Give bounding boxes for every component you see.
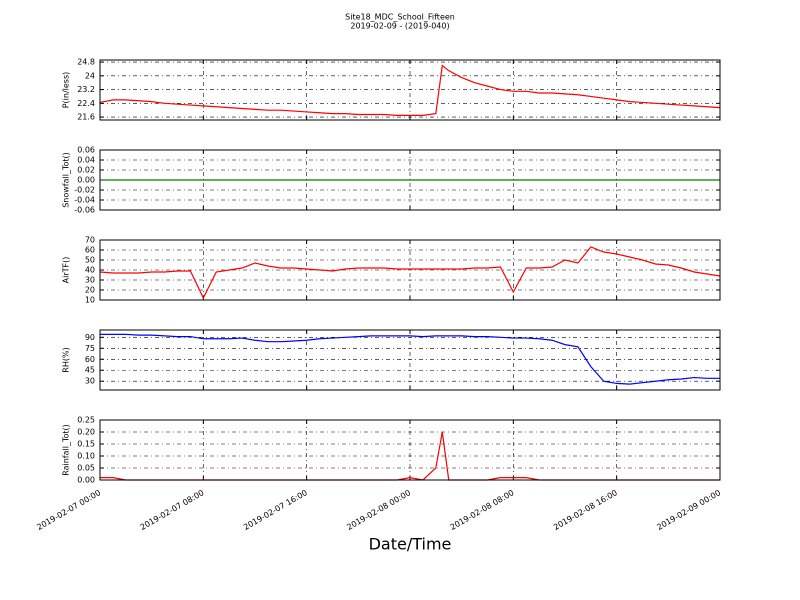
y-tick-label: 0.00 <box>77 476 95 485</box>
data-line <box>99 246 721 300</box>
y-tick-label: 0.20 <box>77 428 95 437</box>
y-tick-label: 24.8 <box>77 58 95 67</box>
data-line <box>100 333 720 385</box>
y-tick-label: 0.06 <box>77 146 95 155</box>
y-tick-label: 60 <box>85 246 95 255</box>
y-tick-label: 10 <box>85 296 95 305</box>
y-tick-label: 23.2 <box>77 85 95 94</box>
y-tick-label: 70 <box>85 236 95 245</box>
y-tick-label: 20 <box>85 286 95 295</box>
y-tick-label: 0.02 <box>77 166 95 175</box>
y-tick-label: 90 <box>85 333 95 342</box>
y-tick-label: -0.06 <box>74 206 95 215</box>
plot-frame <box>99 419 721 481</box>
plot-frame <box>99 59 721 121</box>
y-tick-label: 60 <box>85 355 95 364</box>
y-tick-label: 0.04 <box>77 156 95 165</box>
y-tick-label: 0.00 <box>77 176 95 185</box>
plot-frame <box>99 149 721 211</box>
y-axis-label: AirTF() <box>62 257 71 284</box>
chart-subtitle: 2019-02-09 - (2019-040) <box>350 22 449 31</box>
x-axis-label: Date/Time <box>369 535 452 554</box>
plot-frame <box>99 239 721 301</box>
y-tick-label: 24 <box>85 71 95 80</box>
y-axis-label: Rainfall_Tot() <box>62 424 71 476</box>
plot-frame <box>99 329 721 391</box>
y-tick-label: 0.15 <box>77 440 95 449</box>
y-axis-label: Snowfall_Tot() <box>62 152 71 208</box>
y-tick-label: 40 <box>85 266 95 275</box>
y-tick-label: 22.4 <box>77 99 95 108</box>
y-tick-label: 30 <box>85 377 95 386</box>
y-axis-label: P(in/less) <box>62 72 71 109</box>
y-axis-label: RH(%) <box>62 347 71 372</box>
y-tick-label: -0.02 <box>74 186 95 195</box>
y-tick-label: 21.6 <box>77 113 95 122</box>
y-tick-label: 0.10 <box>77 452 95 461</box>
y-tick-label: 0.05 <box>77 464 95 473</box>
y-tick-label: 75 <box>85 344 95 353</box>
y-tick-label: -0.04 <box>74 196 95 205</box>
chart-title: Site18_MDC_School_Fifteen <box>345 13 455 22</box>
data-line <box>99 64 721 116</box>
y-tick-label: 50 <box>85 256 95 265</box>
y-tick-label: 30 <box>85 276 95 285</box>
y-tick-label: 0.25 <box>77 416 95 425</box>
y-tick-label: 45 <box>85 366 95 375</box>
